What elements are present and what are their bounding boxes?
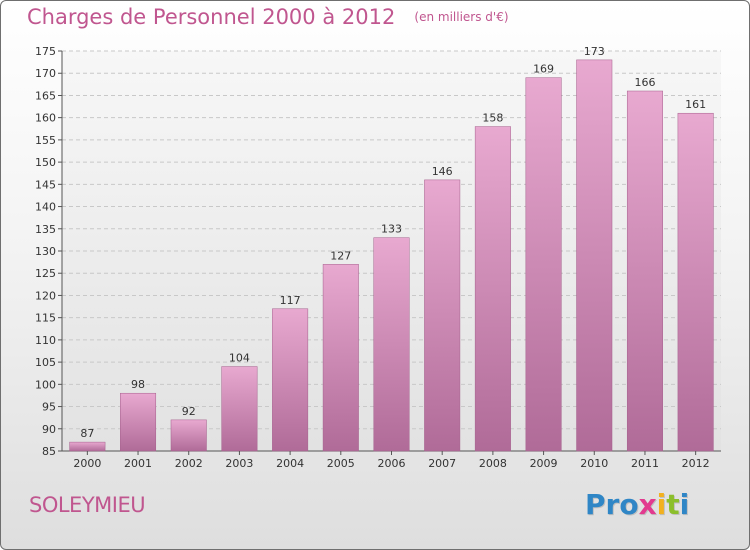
bar <box>525 77 562 452</box>
bar <box>373 237 410 452</box>
x-tick-label: 2000 <box>73 457 101 470</box>
y-tick-label: 90 <box>42 423 56 436</box>
x-tick-label: 2005 <box>327 457 355 470</box>
y-tick-label: 120 <box>35 289 56 302</box>
y-tick-label: 115 <box>35 312 56 325</box>
y-tick-label: 145 <box>35 178 56 191</box>
bar-value-label: 173 <box>584 45 605 58</box>
x-tick-label: 2003 <box>225 457 253 470</box>
y-tick-label: 130 <box>35 245 56 258</box>
brand-logo: Proxiti <box>585 488 689 521</box>
bar <box>576 59 613 452</box>
bar <box>221 366 258 452</box>
x-tick-label: 2007 <box>428 457 456 470</box>
x-tick-label: 2006 <box>378 457 406 470</box>
x-tick-label: 2011 <box>631 457 659 470</box>
title-row: Charges de Personnel 2000 à 2012 (en mil… <box>27 5 509 29</box>
x-tick-label: 2009 <box>530 457 558 470</box>
y-tick-label: 105 <box>35 356 56 369</box>
bar-value-label: 146 <box>432 165 453 178</box>
bar <box>626 90 663 452</box>
y-tick-label: 160 <box>35 112 56 125</box>
y-tick-label: 125 <box>35 267 56 280</box>
bar-value-label: 104 <box>229 352 250 365</box>
bar-value-label: 98 <box>131 378 145 391</box>
bar-value-label: 117 <box>280 294 301 307</box>
bar <box>120 392 157 452</box>
chart-title: Charges de Personnel 2000 à 2012 <box>27 5 396 29</box>
brand-letter: r <box>605 488 620 521</box>
y-tick-label: 110 <box>35 334 56 347</box>
bar <box>677 112 714 452</box>
bar-value-label: 87 <box>80 427 94 440</box>
bar <box>424 179 461 452</box>
y-tick-label: 135 <box>35 223 56 236</box>
brand-letter: i <box>679 488 690 521</box>
y-tick-label: 95 <box>42 401 56 414</box>
brand-letter: x <box>638 488 657 521</box>
bar-value-label: 133 <box>381 223 402 236</box>
town-name: SOLEYMIEU <box>29 493 146 517</box>
bar-value-label: 92 <box>182 405 196 418</box>
bar <box>170 419 207 452</box>
bar <box>272 308 309 452</box>
brand-letter: i <box>656 488 667 521</box>
x-tick-label: 2004 <box>276 457 304 470</box>
chart-subtitle: (en milliers d'€) <box>414 10 509 24</box>
y-tick-label: 85 <box>42 445 56 458</box>
y-tick-label: 100 <box>35 378 56 391</box>
bar-value-label: 158 <box>482 112 503 125</box>
y-tick-label: 165 <box>35 89 56 102</box>
bar-value-label: 166 <box>634 76 655 89</box>
brand-letter: t <box>666 488 680 521</box>
y-tick-label: 175 <box>35 45 56 58</box>
bar-value-label: 169 <box>533 63 554 76</box>
y-tick-label: 150 <box>35 156 56 169</box>
x-tick-label: 2012 <box>682 457 710 470</box>
x-tick-label: 2010 <box>580 457 608 470</box>
y-tick-label: 155 <box>35 134 56 147</box>
y-tick-label: 140 <box>35 201 56 214</box>
bar-value-label: 161 <box>685 98 706 111</box>
x-tick-label: 2001 <box>124 457 152 470</box>
brand-letter: P <box>585 488 606 521</box>
bar <box>69 441 106 452</box>
x-tick-label: 2002 <box>175 457 203 470</box>
bar-value-label: 127 <box>330 249 351 262</box>
bar <box>474 126 511 452</box>
brand-letter: o <box>619 488 639 521</box>
bar <box>322 264 359 452</box>
x-tick-label: 2008 <box>479 457 507 470</box>
y-tick-label: 170 <box>35 67 56 80</box>
